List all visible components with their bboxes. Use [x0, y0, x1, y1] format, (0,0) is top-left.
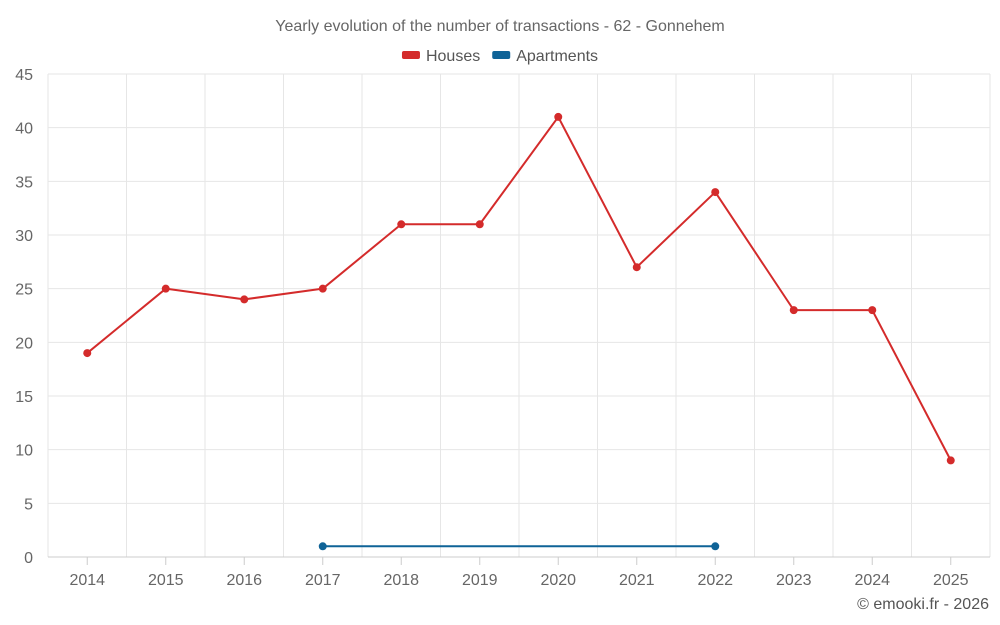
series-houses — [83, 112, 955, 465]
x-tick-label: 2020 — [540, 572, 576, 589]
x-tick-label: 2016 — [226, 572, 262, 589]
x-tick-label: 2024 — [854, 572, 890, 589]
x-axis: 2014 2015 2016 2017 2018 2019 2020 2021 2022 2023… — [48, 556, 990, 589]
y-tick-label: 15 — [15, 389, 33, 406]
y-tick-label: 0 — [24, 550, 33, 567]
data-point-houses-2016[interactable] — [240, 295, 249, 304]
x-tick-label: 2021 — [619, 572, 655, 589]
grid — [47, 73, 991, 557]
y-tick-label: 30 — [15, 228, 33, 245]
y-tick-label: 25 — [15, 282, 33, 299]
data-point-houses-2015[interactable] — [161, 284, 170, 293]
plot-area — [83, 112, 955, 551]
x-tick-label: 2014 — [69, 572, 105, 589]
data-point-apartments-2017[interactable] — [318, 542, 327, 551]
y-tick-label: 35 — [15, 174, 33, 191]
x-tick-label: 2018 — [383, 572, 419, 589]
data-point-houses-2022[interactable] — [711, 188, 720, 197]
credit-label: © emooki.fr - 2026 — [857, 596, 989, 613]
x-tick-label: 2023 — [776, 572, 812, 589]
legend[interactable]: Houses Apartments — [401, 48, 598, 65]
data-point-houses-2023[interactable] — [789, 306, 798, 315]
y-tick-label: 10 — [15, 443, 33, 460]
legend-item-apartments[interactable]: Apartments — [492, 48, 598, 65]
chart-title: Yearly evolution of the number of transa… — [275, 18, 724, 35]
data-point-houses-2019[interactable] — [475, 220, 484, 229]
y-axis: 0 5 10 15 20 25 30 35 40 45 — [15, 67, 33, 567]
series-line-houses — [86, 115, 952, 461]
y-tick-label: 40 — [15, 121, 33, 138]
data-point-houses-2018[interactable] — [397, 220, 406, 229]
data-point-houses-2020[interactable] — [554, 112, 563, 121]
data-point-houses-2017[interactable] — [318, 284, 327, 293]
legend-swatch — [401, 51, 420, 59]
x-tick-label: 2025 — [933, 572, 969, 589]
y-tick-label: 20 — [15, 335, 33, 352]
x-tick-label: 2017 — [305, 572, 341, 589]
series-apartments — [318, 542, 720, 551]
y-tick-label: 45 — [15, 67, 33, 84]
data-point-houses-2024[interactable] — [868, 306, 877, 315]
legend-swatch — [492, 51, 511, 59]
data-point-apartments-2022[interactable] — [711, 542, 720, 551]
x-tick-label: 2022 — [697, 572, 733, 589]
legend-label: Houses — [426, 48, 480, 65]
data-point-houses-2014[interactable] — [83, 349, 92, 358]
data-point-houses-2025[interactable] — [946, 456, 955, 465]
y-tick-label: 5 — [24, 496, 33, 513]
legend-item-houses[interactable]: Houses — [401, 48, 480, 65]
legend-label: Apartments — [516, 48, 598, 65]
data-point-houses-2021[interactable] — [632, 263, 641, 272]
x-tick-label: 2019 — [462, 572, 498, 589]
x-tick-label: 2015 — [148, 572, 184, 589]
